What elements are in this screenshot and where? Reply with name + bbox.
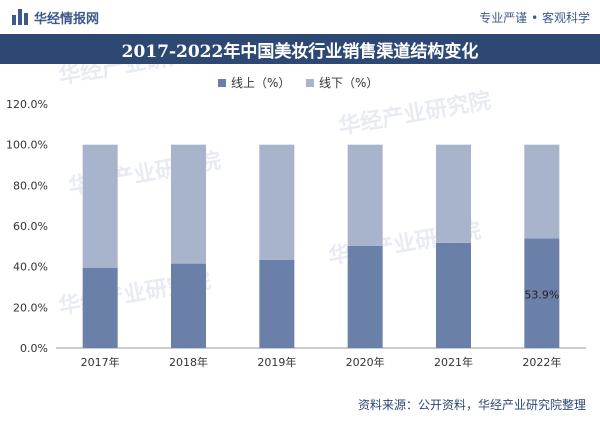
x-tick-label: 2018年 — [169, 355, 208, 369]
bar-offline-0 — [82, 144, 118, 268]
source-note: 资料来源：公开资料，华经产业研究院整理 — [357, 398, 586, 412]
y-tick-label: 0.0% — [20, 342, 48, 355]
y-tick-label: 60.0% — [13, 220, 48, 233]
chart-title: 2017-2022年中国美妆行业销售渠道结构变化 — [0, 34, 600, 64]
legend-swatch-1 — [306, 79, 314, 87]
y-tick-label: 20.0% — [13, 301, 48, 314]
bar-offline-5 — [524, 144, 560, 239]
y-tick-label: 40.0% — [13, 261, 48, 274]
bar-offline-2 — [259, 144, 295, 260]
legend-label-1: 线下（%） — [319, 76, 378, 90]
x-tick-label: 2019年 — [257, 355, 296, 369]
x-tick-label: 2017年 — [81, 355, 120, 369]
bar-online-0 — [82, 267, 118, 348]
bar-online-2 — [259, 259, 295, 348]
y-tick-label: 100.0% — [6, 139, 48, 152]
brand: 华经情报网 — [12, 8, 99, 27]
bar-online-5 — [524, 238, 560, 348]
y-tick-label: 80.0% — [13, 179, 48, 192]
watermark-text: 华经产业研究院 — [337, 88, 493, 140]
brand-logo-icon — [12, 9, 28, 25]
x-tick-label: 2020年 — [346, 355, 385, 369]
bar-offline-1 — [171, 144, 206, 264]
data-label: 53.9% — [524, 289, 559, 302]
y-tick-label: 120.0% — [6, 98, 48, 111]
watermark-text: 华经产业研究院 — [57, 64, 213, 90]
bar-online-3 — [347, 245, 383, 348]
x-tick-label: 2021年 — [434, 355, 473, 369]
legend-label-0: 线上（%） — [231, 76, 290, 90]
bar-offline-4 — [436, 144, 471, 243]
bar-offline-3 — [347, 144, 383, 246]
bar-online-4 — [436, 242, 471, 348]
stacked-bar-chart: 华经产业研究院华经产业研究院华经产业研究院华经产业研究院华经产业研究院线上（%）… — [6, 64, 586, 369]
slogan: 专业严谨 • 客观科学 — [479, 10, 590, 25]
top-bar: 华经情报网 专业严谨 • 客观科学 — [0, 0, 600, 34]
legend-swatch-0 — [218, 79, 226, 87]
bar-online-1 — [171, 263, 206, 348]
x-tick-label: 2022年 — [522, 355, 561, 369]
brand-name: 华经情报网 — [34, 11, 100, 27]
